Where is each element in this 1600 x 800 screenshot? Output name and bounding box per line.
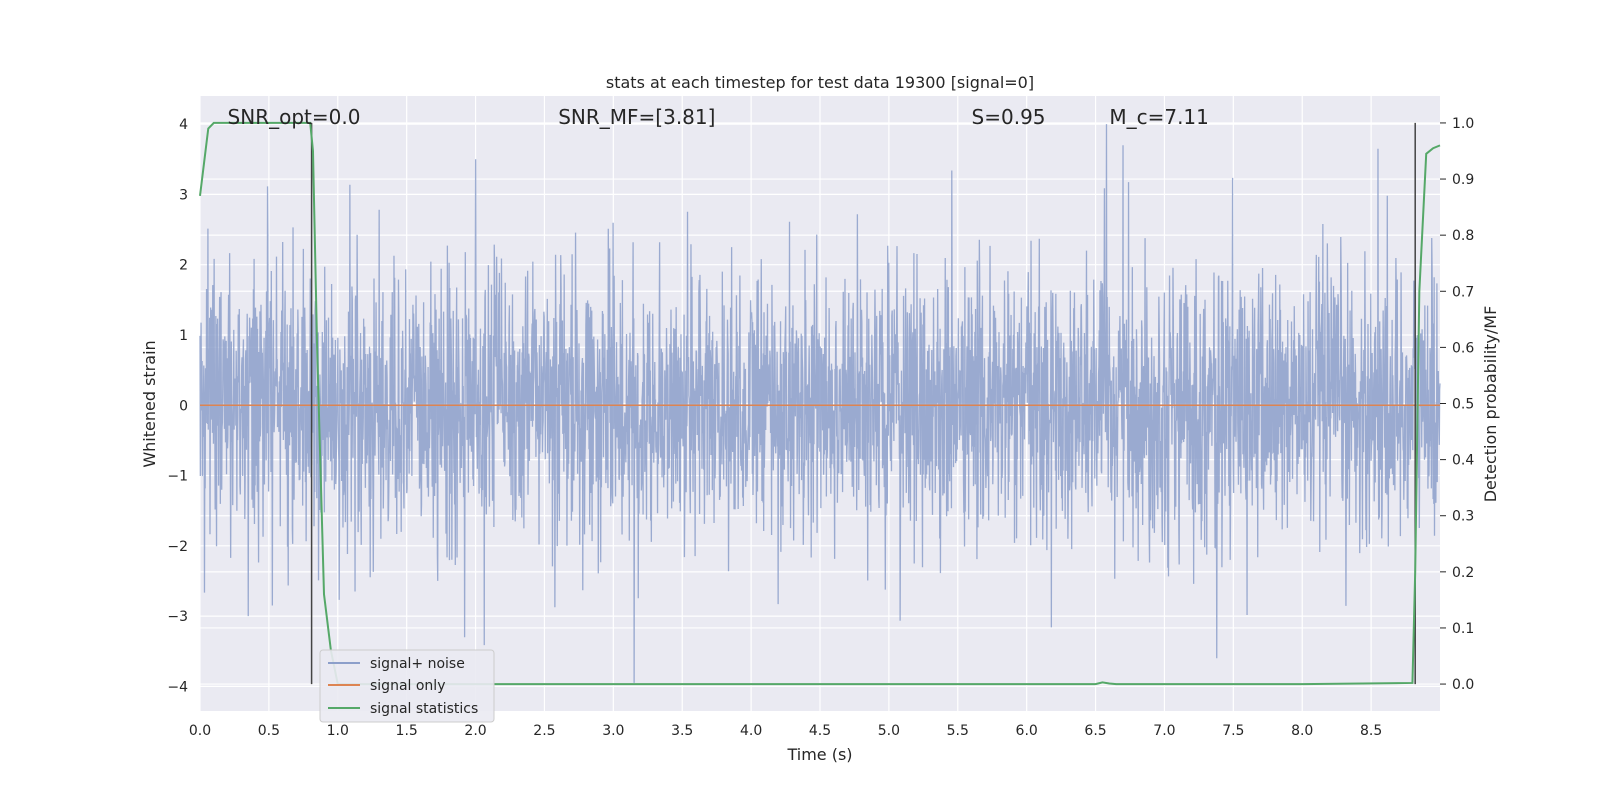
legend-box — [319, 649, 495, 723]
y-tick-label-right: 0.5 — [1452, 397, 1474, 413]
x-tick-label: 4.0 — [740, 723, 762, 739]
x-tick-label: 3.0 — [602, 723, 624, 739]
y-tick-label-left: −1 — [167, 469, 188, 485]
legend: signal+ noise signal only signal statist… — [319, 649, 495, 723]
x-tick-label: 1.5 — [396, 723, 418, 739]
x-tick-label: 5.0 — [878, 723, 900, 739]
x-tick-label: 6.5 — [1084, 723, 1106, 739]
y-tick-label-right: 1.0 — [1452, 116, 1474, 132]
x-tick-label: 7.0 — [1153, 723, 1175, 739]
y-tick-label-right: 0.7 — [1452, 284, 1474, 300]
x-tick-label: 2.0 — [464, 723, 486, 739]
annotation-0: SNR_opt=0.0 — [228, 105, 361, 129]
y-tick-label-left: −3 — [167, 609, 188, 625]
x-ticks: 0.0 0.5 1.0 1.5 2.0 2.5 3.0 3.5 4.0 4.5 5.0 5.5 6.0 6… — [189, 723, 1382, 739]
noise-line — [199, 124, 1441, 683]
y-tick-label-left: 1 — [179, 328, 188, 344]
y-ticks-right: 0.0 0.1 0.2 0.3 0.4 0.5 0.6 0.7 0.8 0.9 1.0 — [1440, 116, 1474, 693]
x-tick-label: 0.5 — [258, 723, 280, 739]
series-signal-statistics — [199, 121, 1441, 686]
x-axis-label: Time (s) — [786, 745, 852, 764]
annotation-1: SNR_MF=[3.81] — [558, 105, 715, 129]
y-tick-label-left: 3 — [179, 187, 188, 203]
y-tick-label-right: 0.8 — [1452, 228, 1474, 244]
x-tick-label: 8.5 — [1360, 723, 1382, 739]
x-tick-label: 8.0 — [1291, 723, 1313, 739]
x-tick-label: 5.5 — [947, 723, 969, 739]
legend-label-signal-only: signal only — [370, 678, 445, 694]
legend-label-signal-plus-noise: signal+ noise — [370, 656, 465, 672]
x-tick-label: 4.5 — [809, 723, 831, 739]
y-tick-label-left: 4 — [179, 117, 188, 133]
annotation-2: S=0.95 — [972, 105, 1046, 129]
signal-statistics-line — [199, 121, 1441, 686]
y-axis-label-right: Detection probability/MF — [1481, 306, 1500, 503]
y-tick-label-left: −2 — [167, 539, 188, 555]
y-tick-label-right: 0.6 — [1452, 340, 1474, 356]
y-tick-label-left: 2 — [179, 258, 188, 274]
annotations: SNR_opt=0.0 SNR_MF=[3.81] S=0.95 M_c=7.11 — [228, 105, 1209, 129]
chart-title: stats at each timestep for test data 193… — [606, 73, 1034, 92]
annotation-3: M_c=7.11 — [1109, 105, 1209, 129]
y-tick-label-right: 0.9 — [1452, 172, 1474, 188]
y-tick-label-left: 0 — [179, 398, 188, 414]
y-tick-label-left: −4 — [167, 679, 188, 695]
x-tick-label: 2.5 — [533, 723, 555, 739]
x-tick-label: 7.5 — [1222, 723, 1244, 739]
x-tick-label: 0.0 — [189, 723, 211, 739]
x-tick-label: 1.0 — [327, 723, 349, 739]
y-tick-label-right: 0.2 — [1452, 565, 1474, 581]
y-tick-label-right: 0.3 — [1452, 509, 1474, 525]
y-tick-label-right: 0.4 — [1452, 453, 1474, 469]
x-tick-label: 3.5 — [671, 723, 693, 739]
x-tick-label: 6.0 — [1016, 723, 1038, 739]
y-ticks-left: −4 −3 −2 −1 0 1 2 3 4 — [167, 117, 188, 695]
series-signal-plus-noise — [199, 124, 1441, 683]
y-axis-label-left: Whitened strain — [140, 340, 159, 467]
legend-label-signal-statistics: signal statistics — [370, 701, 478, 717]
y-tick-label-right: 0.0 — [1452, 677, 1474, 693]
y-tick-label-right: 0.1 — [1452, 621, 1474, 637]
